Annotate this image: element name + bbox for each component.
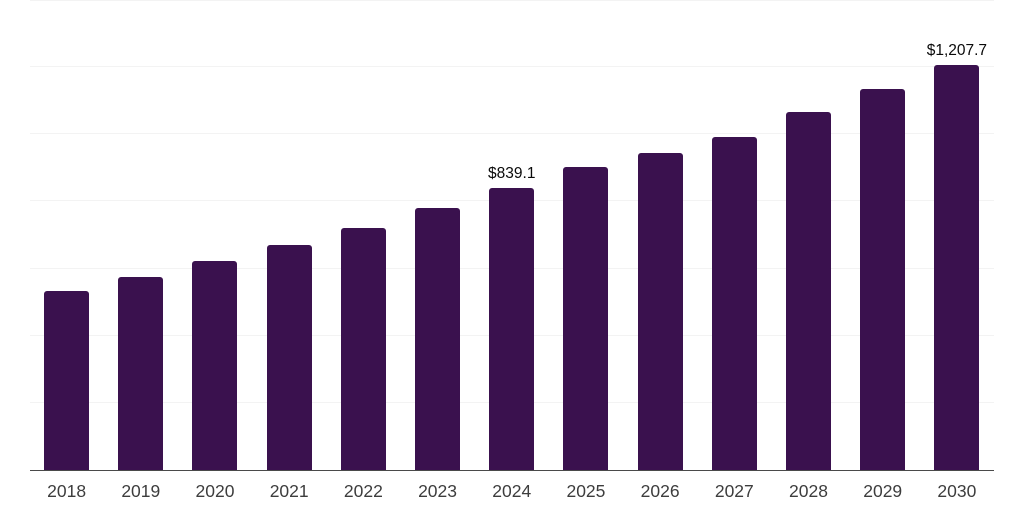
x-axis: 2018 2019 2020 2021 2022 2023 2024 2025 2026 2027… <box>30 481 995 505</box>
x-tick-2022: 2022 <box>343 481 383 501</box>
data-label-2030: $1,207.7 <box>926 41 988 59</box>
bar-2022 <box>340 227 386 470</box>
bar-2025 <box>563 166 609 470</box>
bar-2024 <box>489 188 535 470</box>
bar-2027 <box>711 136 757 470</box>
bar-2020 <box>192 261 238 470</box>
x-tick-2028: 2028 <box>789 481 828 501</box>
x-tick-2026: 2026 <box>640 481 680 501</box>
x-tick-2019: 2019 <box>121 481 161 501</box>
bar-2030 <box>934 64 980 470</box>
bar-2019 <box>118 276 164 470</box>
gridline-1000 <box>29 133 994 135</box>
bar-2026 <box>637 153 683 470</box>
plot-area: $839.1 $1,207.7 <box>29 0 994 471</box>
x-tick-2027: 2027 <box>714 481 754 501</box>
x-tick-2020: 2020 <box>195 481 235 501</box>
x-tick-2021: 2021 <box>269 481 309 501</box>
bar-2029 <box>860 88 906 470</box>
x-tick-2018: 2018 <box>47 481 87 501</box>
bar-2028 <box>786 112 832 470</box>
x-tick-2024: 2024 <box>492 481 532 501</box>
bar-2023 <box>415 208 461 470</box>
x-tick-2023: 2023 <box>418 481 458 501</box>
bar-2018 <box>44 291 90 470</box>
x-tick-2025: 2025 <box>566 481 606 501</box>
x-tick-2029: 2029 <box>863 481 903 501</box>
gridline-1400 <box>29 0 994 1</box>
bar-2021 <box>266 245 312 470</box>
data-label-2024: $839.1 <box>488 165 536 183</box>
x-tick-2030: 2030 <box>937 481 977 501</box>
gridline-1200 <box>29 66 994 68</box>
